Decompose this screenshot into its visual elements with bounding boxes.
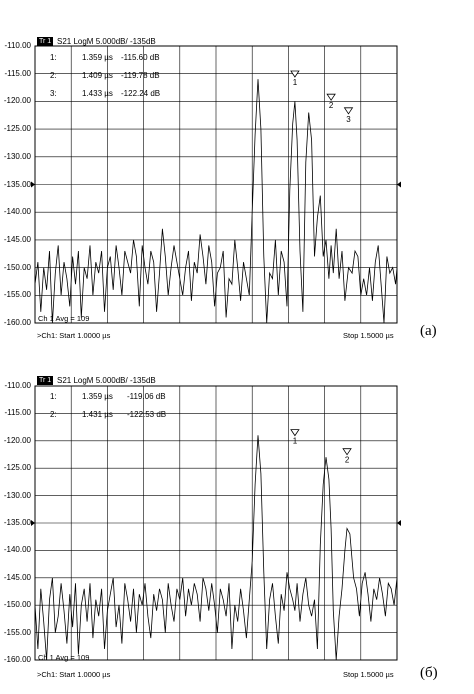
marker-2-num: 2: [50, 71, 57, 80]
start-label: >Ch1: Start 1.0000 µs [37, 331, 111, 340]
marker-triangle [290, 429, 300, 437]
marker-triangle [290, 70, 300, 78]
y-tick-label: -155.00 [3, 627, 31, 637]
y-tick-label: -130.00 [3, 490, 31, 500]
marker-1-value: -119.06 dB [127, 392, 166, 401]
marker-1-num: 1: [50, 392, 57, 401]
trace-line [34, 79, 398, 324]
plot-area-a: 1 2 3 [31, 45, 401, 324]
y-tick-label: -160.00 [3, 318, 31, 327]
marker-triangle [342, 448, 352, 456]
chart-panel-a: 1 2 3 Tr 1 S21 LogM 5.000dB/ -135dB 1: 1.3… [3, 37, 437, 340]
marker-2-time: 1.409 µs [82, 71, 113, 80]
marker-1-num: 1: [50, 53, 57, 62]
y-tick-label: -155.00 [3, 290, 31, 300]
marker-2-num: 2: [50, 410, 57, 419]
marker-number-label: 2 [329, 101, 334, 110]
reference-level-arrow-left [31, 181, 35, 188]
marker-2-time: 1.431 µs [82, 410, 113, 419]
marker-number-label: 3 [346, 115, 351, 124]
y-tick-label: -150.00 [3, 262, 31, 272]
y-tick-label: -150.00 [3, 600, 31, 610]
y-tick-label: -140.00 [3, 545, 31, 555]
y-tick-label: -125.00 [3, 124, 31, 134]
marker-3-time: 1.433 µs [82, 89, 113, 98]
trace-badge: Tr 1 [37, 37, 54, 46]
plot-area-b: 12 [31, 385, 401, 661]
marker-2-value: -122.53 dB [127, 410, 167, 419]
start-label: >Ch1: Start 1.0000 µs [37, 670, 111, 679]
marker-1-value: -115.60 dB [121, 53, 160, 62]
y-tick-label: -135.00 [3, 179, 31, 189]
y-tick-label: -145.00 [3, 234, 31, 244]
y-tick-label: -135.00 [3, 518, 31, 527]
marker-triangle [343, 107, 354, 115]
trace-header: S21 LogM 5.000dB/ -135dB [57, 376, 156, 385]
trace-line [34, 435, 398, 661]
y-tick-label: -115.00 [4, 68, 31, 78]
marker-3-value: -122.24 dB [121, 89, 161, 98]
reference-level-arrow-left [31, 520, 35, 526]
y-tick-label: -145.00 [3, 572, 31, 582]
y-tick-label: -115.00 [4, 408, 31, 418]
y-tick-label: -120.00 [3, 96, 31, 106]
y-tick-label: -160.00 [3, 655, 31, 664]
panel-label-a: (а) [420, 323, 437, 339]
marker-number-label: 1 [293, 78, 298, 87]
panel-label-b: (б) [420, 665, 438, 681]
reference-level-arrow-right [397, 181, 401, 188]
y-tick-label: -130.00 [3, 151, 31, 161]
marker-number-label: 2 [345, 456, 350, 465]
marker-triangle [326, 93, 336, 101]
stop-label: Stop 1.5000 µs [343, 331, 394, 340]
y-tick-label: -110.00 [4, 381, 31, 390]
stop-label: Stop 1.5000 µs [343, 670, 394, 679]
reference-level-arrow-right [397, 520, 401, 526]
y-tick-label: -110.00 [4, 41, 31, 50]
marker-3-num: 3: [50, 89, 57, 98]
y-tick-label: -120.00 [3, 435, 31, 445]
trace-badge: Tr 1 [37, 376, 54, 385]
avg-label: Ch 1 Avg = 109 [38, 314, 90, 323]
trace-header: S21 LogM 5.000dB/ -135dB [57, 37, 156, 46]
y-tick-label: -125.00 [3, 463, 31, 473]
marker-2-value: -119.78 dB [121, 71, 160, 80]
avg-label: Ch 1 Avg = 109 [38, 653, 90, 662]
marker-1-time: 1.359 µs [82, 53, 113, 62]
marker-1-time: 1.359 µs [82, 392, 113, 401]
marker-number-label: 1 [293, 437, 298, 446]
y-tick-label: -140.00 [3, 207, 31, 217]
